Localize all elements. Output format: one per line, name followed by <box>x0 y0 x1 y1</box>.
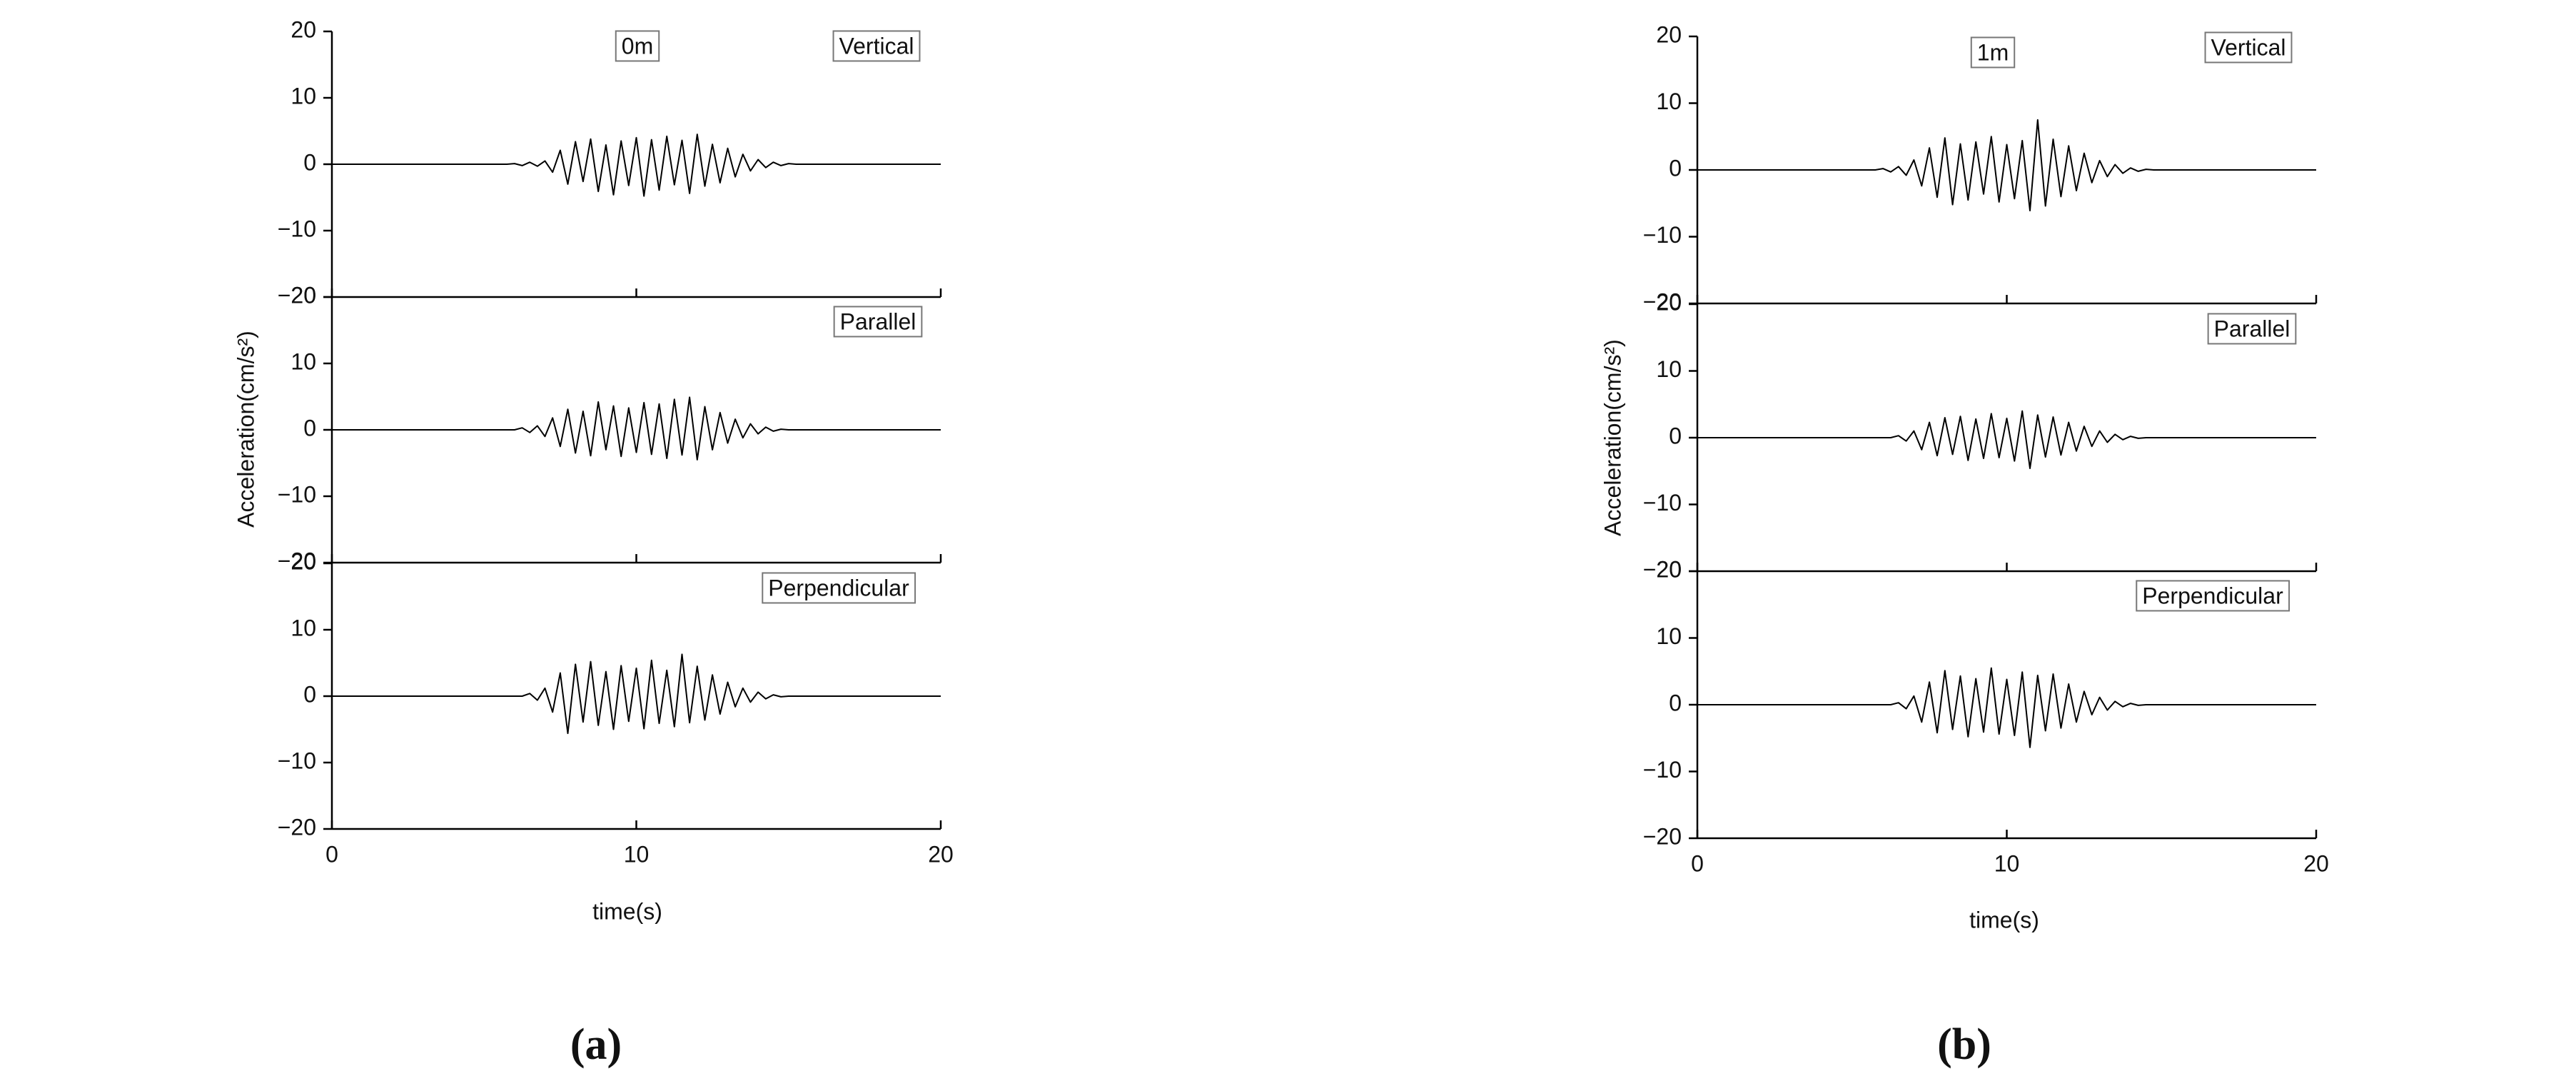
y-tick-label: −10 <box>1643 222 1682 248</box>
series-label-group: Parallel <box>2207 313 2297 345</box>
series-label-box <box>832 30 921 62</box>
panel-title-group: 1m <box>1970 36 2016 69</box>
panel-title-box <box>1970 36 2016 69</box>
y-axis-label: Acceleration(cm/s²) <box>233 331 258 528</box>
panel-title-box <box>615 30 660 62</box>
y-tick-label: −20 <box>1643 556 1682 582</box>
y-tick-label: 10 <box>291 83 316 109</box>
x-tick-label: 20 <box>928 841 954 867</box>
series-label: Perpendicular <box>768 575 909 600</box>
y-tick-label: 10 <box>291 615 316 640</box>
caption: (b) <box>1937 1020 1991 1069</box>
y-tick-label: −20 <box>278 282 316 308</box>
y-tick-label: −10 <box>278 216 316 241</box>
y-tick-label: 10 <box>1656 623 1682 649</box>
y-tick-label: −20 <box>1643 823 1682 849</box>
y-tick-label: −10 <box>1643 490 1682 516</box>
y-tick-label: −20 <box>278 548 316 573</box>
signal-line <box>1697 119 2316 211</box>
x-axis-label: time(s) <box>592 898 662 924</box>
x-tick-label: 20 <box>2303 850 2329 876</box>
series-label-group: Parallel <box>833 306 923 338</box>
series-label-group: Vertical <box>832 30 921 62</box>
signal-line <box>1697 667 2316 748</box>
y-tick-label: 20 <box>291 548 316 574</box>
y-tick-label: 20 <box>1656 21 1682 47</box>
series-label-box <box>2136 580 2290 612</box>
series-label-box <box>2207 313 2297 345</box>
series-label: Parallel <box>2214 316 2290 341</box>
series-label-box <box>833 306 923 338</box>
series-label: Parallel <box>840 308 916 334</box>
series-label-box <box>2204 31 2293 64</box>
panel-title: 1m <box>1977 39 2009 65</box>
y-tick-label: 0 <box>1669 155 1682 181</box>
y-tick-label: 10 <box>291 348 316 374</box>
y-tick-label: 20 <box>1656 289 1682 315</box>
x-axis-label: time(s) <box>1969 907 2039 932</box>
y-tick-label: 0 <box>303 415 316 441</box>
x-tick-label: 0 <box>325 841 338 867</box>
y-tick-label: 0 <box>1669 423 1682 448</box>
series-label: Vertical <box>2211 34 2286 60</box>
y-tick-label: −10 <box>278 481 316 507</box>
caption: (a) <box>570 1020 622 1069</box>
y-tick-label: 20 <box>1656 556 1682 582</box>
series-label-group: Perpendicular <box>762 572 916 604</box>
signal-line <box>1697 410 2316 469</box>
y-tick-label: −20 <box>1643 288 1682 314</box>
x-tick-label: 0 <box>1691 850 1704 876</box>
y-tick-label: 10 <box>1656 356 1682 382</box>
y-tick-label: 20 <box>291 282 316 308</box>
x-tick-label: 10 <box>1994 850 2020 876</box>
series-label-box <box>762 572 916 604</box>
panel-title: 0m <box>622 33 653 59</box>
signal-line <box>332 653 941 735</box>
y-tick-label: 0 <box>1669 690 1682 715</box>
series-label: Perpendicular <box>2142 583 2283 608</box>
y-tick-label: 0 <box>303 681 316 707</box>
series-label-group: Perpendicular <box>2136 580 2290 612</box>
y-tick-label: 0 <box>303 149 316 175</box>
signal-line <box>332 134 941 197</box>
y-tick-label: 20 <box>291 16 316 42</box>
panel-title-group: 0m <box>615 30 660 62</box>
y-tick-label: 10 <box>1656 89 1682 114</box>
series-label: Vertical <box>839 33 914 59</box>
y-tick-label: −10 <box>278 748 316 773</box>
y-tick-label: −10 <box>1643 757 1682 783</box>
y-axis-label: Acceleration(cm/s²) <box>1600 339 1625 536</box>
signal-line <box>332 396 941 461</box>
series-label-group: Vertical <box>2204 31 2293 64</box>
x-tick-label: 10 <box>624 841 650 867</box>
y-tick-label: −20 <box>278 814 316 840</box>
